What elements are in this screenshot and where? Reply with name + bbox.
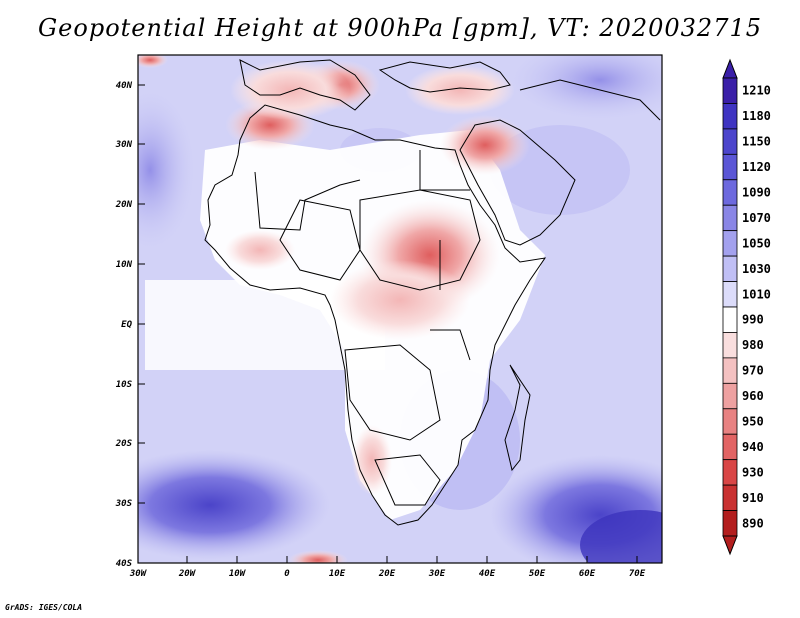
colorbar-level-label: 990: [742, 313, 764, 327]
lon-label: 10E: [329, 569, 346, 579]
colorbar-swatch: [722, 77, 738, 104]
colorbar-swatch: [722, 103, 738, 130]
colorbar-swatch: [722, 128, 738, 155]
longitude-labels: 30W 20W 10W 0 10E 20E 30E 40E 50E 60E 70…: [129, 569, 646, 579]
colorbar: 1210 1180 1150 1120 1090 1070 1050 1030 1010 990 9…: [722, 58, 771, 556]
colorbar-level-label: 1090: [742, 186, 771, 200]
lat-label: EQ: [121, 320, 132, 330]
coastlines: [204, 59, 661, 526]
colorbar-level-label: 970: [742, 364, 764, 378]
colorbar-swatch: [722, 153, 738, 181]
colorbar-level-label: 960: [742, 389, 764, 403]
map-frame: [137, 54, 663, 564]
colorbar-bottom-arrow: [722, 535, 738, 556]
colorbar-swatch: [722, 459, 738, 486]
map-title: Geopotential Height at 900hPa [gpm], VT:…: [38, 14, 762, 42]
lon-label: 60E: [579, 569, 596, 579]
lon-label: 70E: [629, 569, 646, 579]
colorbar-level-label: 940: [742, 440, 764, 454]
lat-label: 10S: [116, 380, 133, 390]
colorbar-level-label: 1210: [742, 84, 771, 98]
lat-label: 40S: [116, 559, 133, 569]
colorbar-level-label: 1010: [742, 287, 771, 301]
height-field: [138, 55, 662, 563]
colorbar-swatch: [722, 484, 738, 511]
lat-label: 10N: [116, 260, 133, 270]
colorbar-level-label: 1180: [742, 109, 771, 123]
colorbar-level-label: 1150: [742, 135, 771, 149]
grid-ticks: [138, 84, 638, 563]
colorbar-top-arrow: [722, 58, 738, 79]
colorbar-level-label: 930: [742, 465, 764, 479]
colorbar-swatch: [722, 332, 738, 359]
colorbar-level-label: 950: [742, 415, 764, 429]
lon-label: 50E: [529, 569, 546, 579]
lon-label: 30W: [129, 569, 148, 579]
lon-label: 10W: [229, 569, 247, 579]
grads-credit: GrADS: IGES/COLA: [5, 603, 83, 612]
lat-label: 30S: [115, 499, 133, 509]
lon-label: 40E: [479, 569, 496, 579]
colorbar-level-label: 890: [742, 516, 764, 530]
colorbar-level-label: 1070: [742, 211, 771, 225]
colorbar-swatch: [722, 510, 738, 537]
lat-label: 30N: [115, 140, 133, 150]
colorbar-swatch: [722, 230, 738, 257]
colorbar-level-label: 980: [742, 338, 764, 352]
lat-label: 20N: [115, 200, 133, 210]
lon-label: 30E: [428, 569, 446, 579]
colorbar-swatch: [722, 204, 738, 232]
latitude-labels: 40N 30N 20N 10N EQ 10S 20S 30S 40S: [115, 81, 133, 569]
colorbar-level-label: 910: [742, 491, 764, 505]
lon-label: 20W: [178, 569, 197, 579]
colorbar-swatch: [722, 306, 738, 333]
colorbar-level-label: 1050: [742, 236, 771, 250]
colorbar-swatch: [722, 179, 738, 206]
colorbar-swatch: [722, 357, 738, 384]
colorbar-level-label: 1030: [742, 262, 771, 276]
colorbar-swatch: [722, 408, 738, 435]
lat-label: 40N: [116, 81, 133, 91]
lon-label: 0: [284, 569, 290, 579]
colorbar-swatch: [722, 433, 738, 461]
colorbar-swatch: [722, 281, 738, 308]
colorbar-swatch: [722, 382, 738, 410]
colorbar-level-label: 1120: [742, 160, 771, 174]
colorbar-swatch: [722, 255, 738, 282]
lat-label: 20S: [115, 439, 133, 449]
lon-label: 20E: [378, 569, 396, 579]
